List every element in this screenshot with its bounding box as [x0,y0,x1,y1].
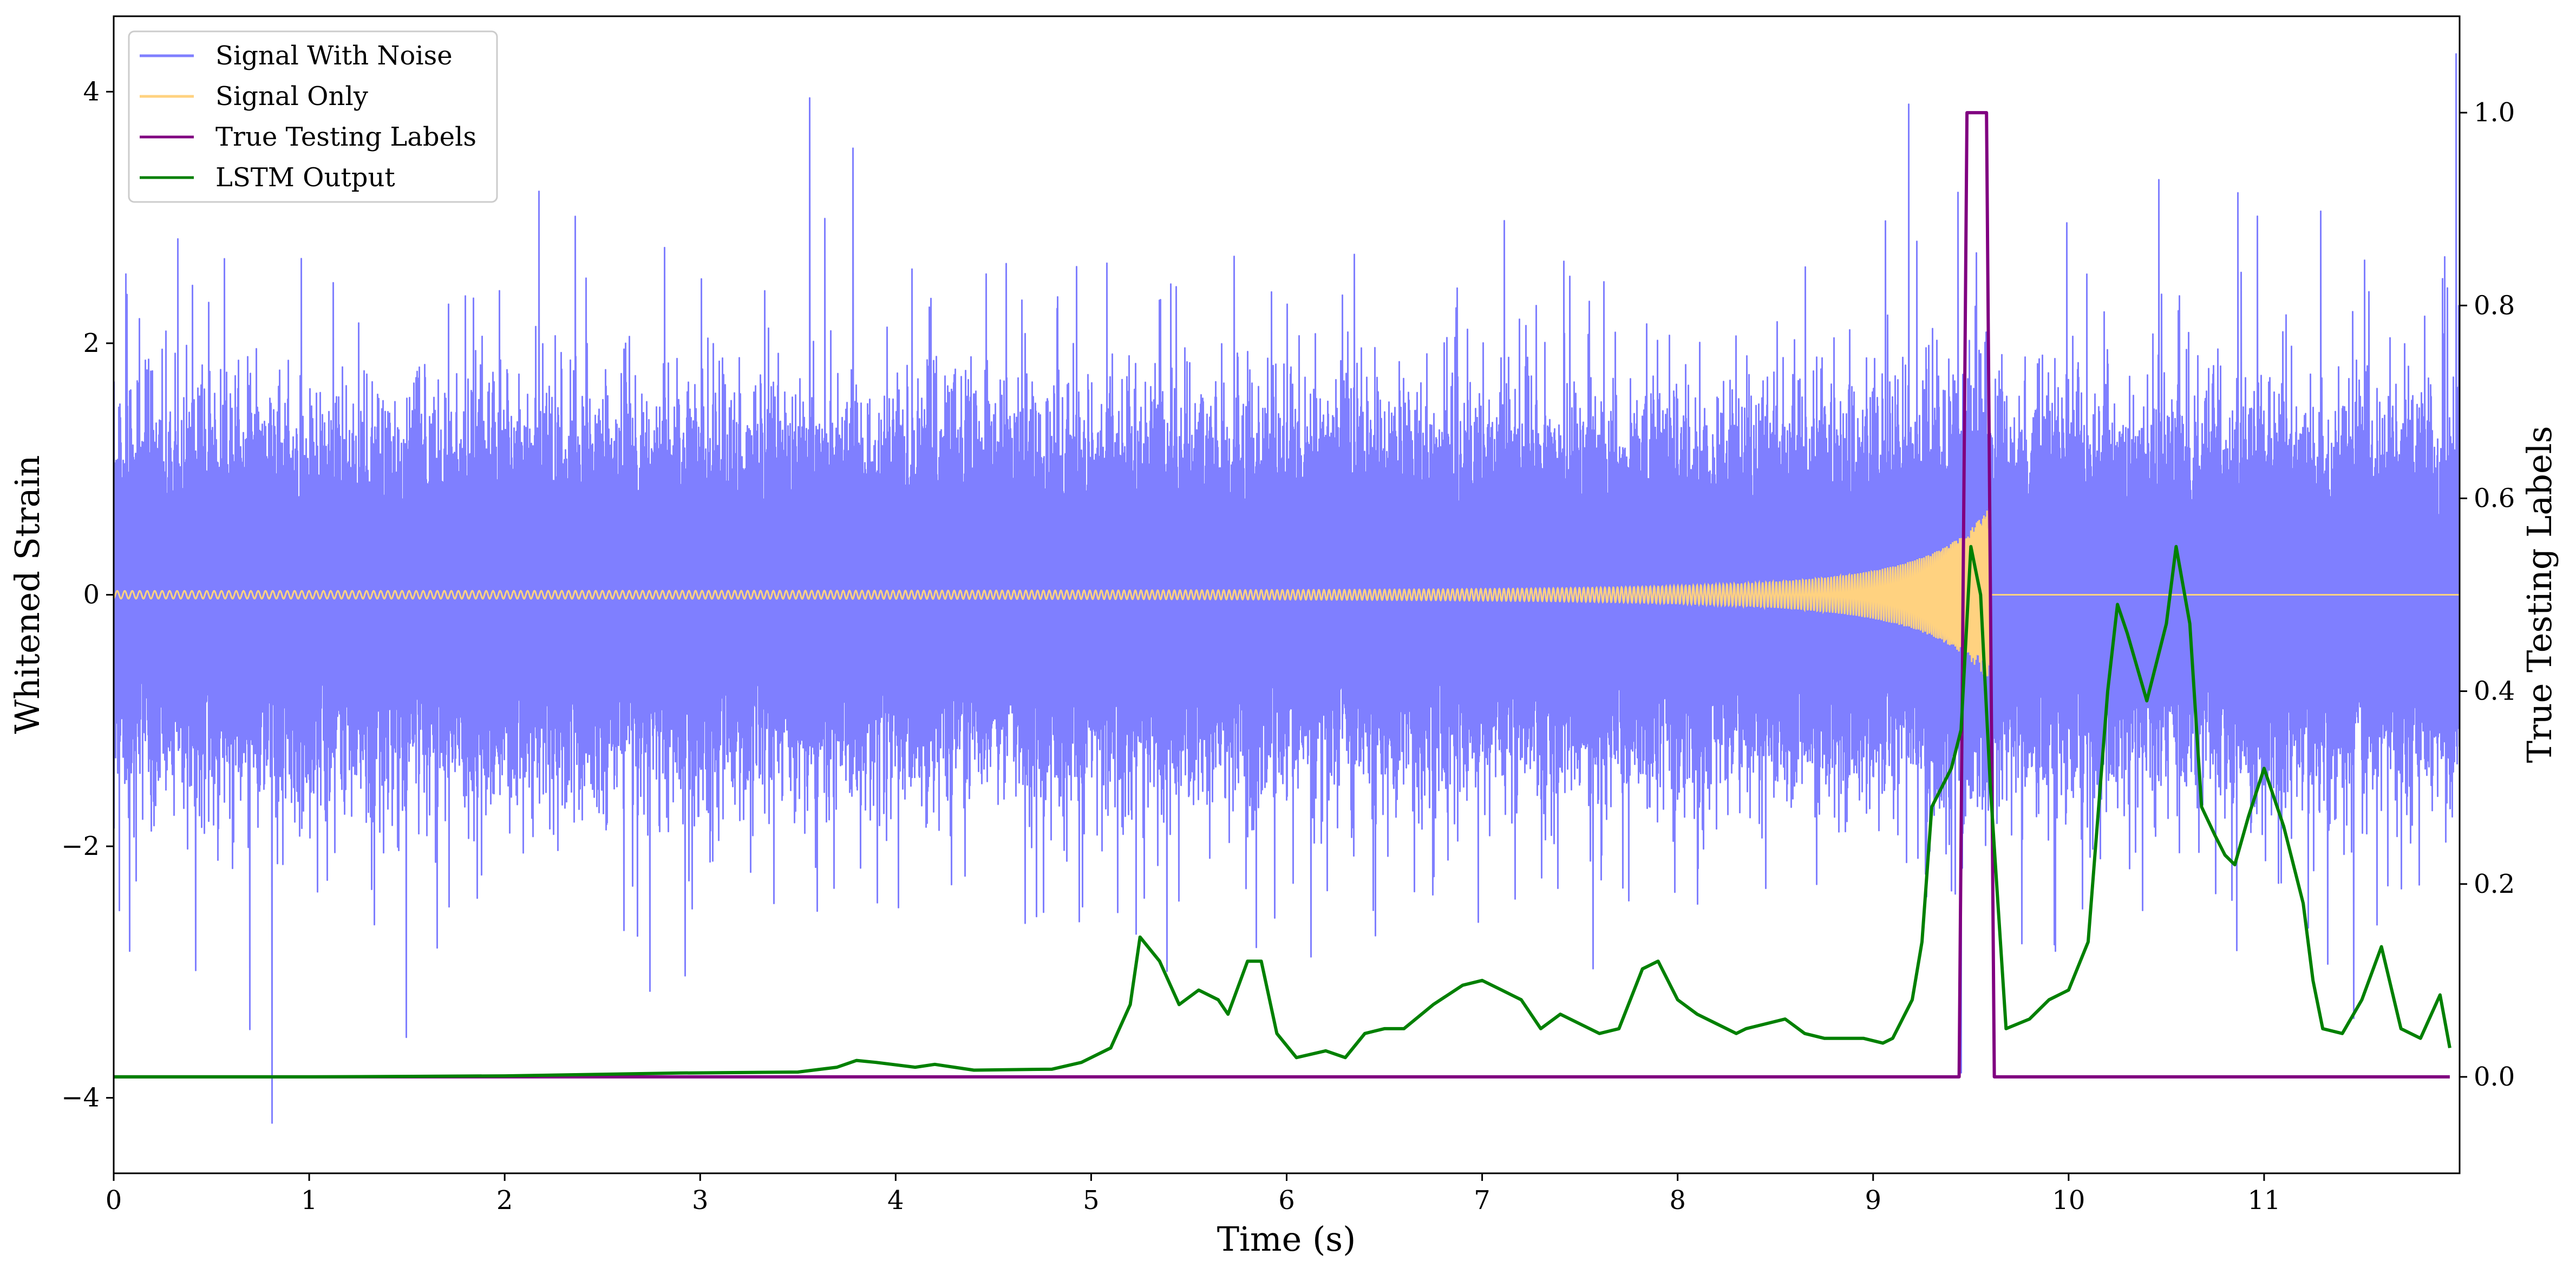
x-tick-label: 6 [1278,1185,1295,1216]
series-lstm-output [114,545,2451,1079]
y2-tick-label: 1.0 [2474,97,2515,128]
x-tick-label: 2 [496,1185,513,1216]
x-axis: 0 1 2 3 4 5 6 7 8 9 10 11 [106,1173,2280,1216]
y2-tick-label: 0.6 [2474,483,2515,513]
x-tick-label: 0 [106,1185,122,1216]
x-axis-label: Time (s) [1217,1219,1356,1259]
y2-tick-label: 0.0 [2474,1062,2515,1092]
y2-tick-label: 0.2 [2474,869,2515,899]
legend-box [128,30,498,203]
y2-axis-label: True Testing Labels [2520,426,2559,763]
y-tick-label: 2 [83,328,100,358]
legend: Signal With Noise Signal Only True Testing… [128,30,498,203]
true-testing-labels-line [114,111,2450,1079]
series-signal-only [114,508,2460,677]
x-tick-label: 7 [1474,1185,1490,1216]
y2-tick-label: 0.8 [2474,290,2515,321]
y-axis-right: 0.0 0.2 0.4 0.6 0.8 1.0 [2460,97,2515,1092]
legend-label: True Testing Labels [215,122,476,152]
signal-with-noise-line [114,53,2460,1124]
x-tick-label: 11 [2247,1185,2280,1216]
x-tick-label: 8 [1669,1185,1686,1216]
y-tick-label: 0 [83,580,100,610]
y-tick-label: −2 [61,831,100,861]
series-signal-with-noise [114,53,2460,1124]
x-tick-label: 1 [301,1185,318,1216]
series-true-testing-labels [114,111,2450,1079]
y-axis-left: −4 −2 0 2 4 [61,76,114,1113]
x-tick-label: 3 [692,1185,709,1216]
legend-label: Signal Only [215,81,368,112]
plot-area [114,53,2460,1124]
x-tick-label: 4 [887,1185,904,1216]
legend-label: Signal With Noise [215,41,453,71]
y2-tick-label: 0.4 [2474,676,2515,707]
y-axis-label: Whitened Strain [8,455,47,734]
y-tick-label: −4 [61,1083,100,1113]
legend-label: LSTM Output [215,162,395,193]
y-tick-label: 4 [83,76,100,107]
x-tick-label: 5 [1083,1185,1100,1216]
x-tick-label: 9 [1865,1185,1881,1216]
lstm-output-line [114,545,2451,1079]
x-tick-label: 10 [2052,1185,2085,1216]
signal-only-line [114,508,2460,677]
